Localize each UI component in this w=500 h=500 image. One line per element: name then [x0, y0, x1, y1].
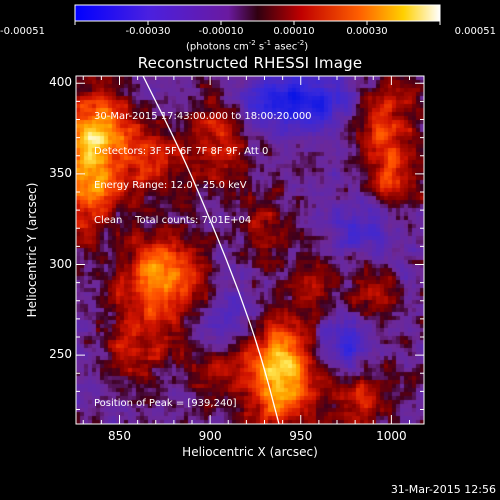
colorbar-units: (photons cm-2 s-1 asec-2)	[186, 39, 309, 53]
x-axis-label: Heliocentric X (arcsec)	[182, 445, 318, 459]
detectors-info: Detectors: 3F 5F 6F 7F 8F 9F, Att 0	[94, 145, 269, 157]
y-axis-label: Heliocentric Y (arcsec)	[25, 182, 39, 318]
colorbar-tick-label: -0.00010	[198, 26, 244, 37]
colorbar-tick-label: -0.00030	[125, 26, 171, 37]
clean-total-counts: Clean Total counts: 7.01E+04	[94, 214, 252, 226]
colorbar-tick-label: 0.00010	[273, 26, 315, 37]
y-tick-label: 300	[49, 256, 72, 271]
colorbar	[74, 4, 441, 25]
energy-range: Energy Range: 12.0 - 25.0 keV	[94, 180, 247, 191]
x-tick-label: 900	[198, 429, 222, 443]
y-tick-label: 250	[49, 347, 72, 362]
chart-title: Reconstructed RHESSI Image	[137, 54, 363, 72]
peak-position: Position of Peak = [939,240]	[94, 398, 237, 409]
colorbar-tick-label: 0.00030	[346, 26, 388, 37]
observation-info: 30-Mar-2015 17:43:00.000 to 18:00:20.000…	[94, 88, 312, 238]
colorbar-gradient	[74, 4, 441, 22]
timestamp: 31-Mar-2015 12:56	[390, 483, 496, 496]
x-tick-label: 850	[108, 429, 131, 443]
colorbar-tick-label: -0.00051	[0, 26, 45, 37]
y-tick-label: 350	[49, 165, 72, 180]
x-tick-label: 950	[289, 429, 313, 443]
colorbar-tick-label: 0.00051	[454, 26, 496, 37]
y-tick-label: 400	[49, 75, 72, 90]
colorbar-tick-marks	[74, 21, 441, 25]
time-range: 30-Mar-2015 17:43:00.000 to 18:00:20.000	[94, 111, 312, 122]
x-tick-label: 1000	[376, 429, 407, 443]
